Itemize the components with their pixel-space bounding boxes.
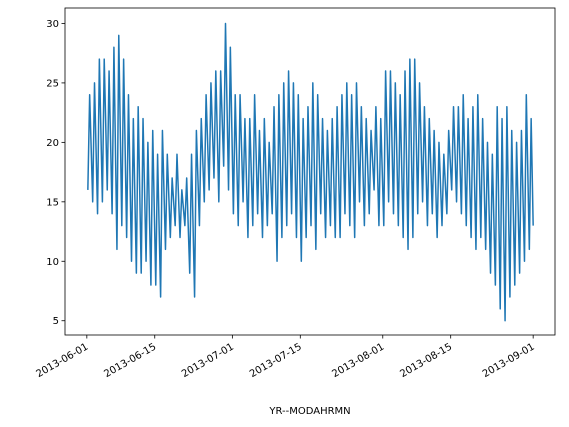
- y-tick-label: 5: [53, 316, 59, 327]
- y-tick-label: 20: [46, 138, 59, 149]
- x-tick-label: 2013-06-15: [102, 342, 158, 381]
- y-tick-label: 25: [46, 78, 59, 89]
- axes-frame: [64, 7, 556, 336]
- x-tick-label: 2013-09-01: [481, 342, 537, 381]
- x-axis-label: YR--MODAHRMN: [268, 406, 350, 417]
- y-tick-label: 15: [46, 197, 59, 208]
- x-tick-label: 2013-07-01: [180, 342, 236, 381]
- line: [87, 22, 534, 322]
- x-tick-label: 2013-06-01: [34, 342, 90, 381]
- y-tick-label: 30: [46, 19, 59, 30]
- x-tick-label: 2013-08-01: [330, 342, 386, 381]
- x-tick-label: 2013-07-15: [248, 342, 304, 381]
- y-tick-label: 10: [46, 257, 59, 268]
- x-tick-label: 2013-08-15: [398, 342, 454, 381]
